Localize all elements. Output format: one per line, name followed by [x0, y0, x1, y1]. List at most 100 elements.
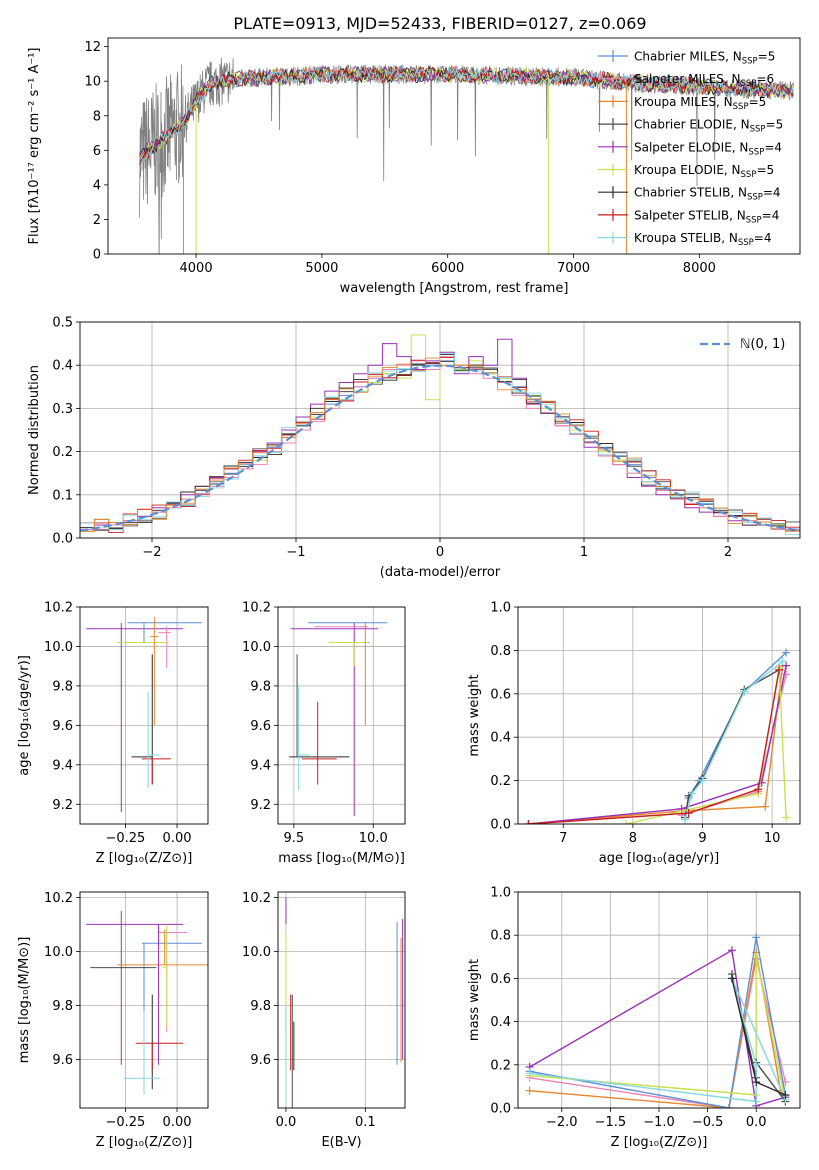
- y-axis-label: mass weight: [467, 959, 482, 1041]
- x-tick-label: 9: [698, 831, 706, 846]
- x-tick-label: 10: [764, 831, 781, 846]
- model-spectrum-6: [139, 66, 794, 157]
- figure-title: PLATE=0913, MJD=52433, FIBERID=0127, z=0…: [233, 14, 646, 33]
- normal-curve: [80, 364, 798, 532]
- y-tick-label: 9.4: [52, 758, 73, 773]
- legend-value: =4: [762, 208, 780, 222]
- x-tick-label: 7000: [557, 261, 590, 276]
- y-tick-label: 10.0: [44, 640, 73, 655]
- y-tick-label: 9.2: [52, 798, 73, 813]
- legend-label: Kroupa ELODIE, NSSP=5: [634, 163, 774, 180]
- x-tick-label: −0.5: [692, 1115, 724, 1130]
- x-tick-label: −1.5: [595, 1115, 627, 1130]
- y-tick-label: 10.0: [242, 945, 271, 960]
- y-tick-label: 0.2: [490, 1058, 511, 1073]
- legend-subscript: SSP: [741, 170, 757, 180]
- legend-subscript: SSP: [733, 102, 749, 112]
- x-tick-label: 0.00: [163, 831, 192, 846]
- axes-frame: [517, 606, 801, 825]
- x-axis-label: (data-model)/error: [380, 565, 501, 580]
- y-tick-label: 9.6: [52, 1053, 73, 1068]
- axes-frame: [79, 606, 209, 825]
- legend-subscript: SSP: [748, 147, 764, 157]
- axes-frame: [79, 321, 801, 539]
- y-tick-label: 0.4: [490, 731, 511, 746]
- legend-subscript: SSP: [738, 238, 754, 248]
- y-axis-label: Normed distribution: [27, 365, 42, 495]
- weight-z-line-3: [529, 936, 787, 1108]
- y-tick-label: 0.1: [52, 488, 73, 503]
- chart-spectrum: 4000 5000 6000 7000 8000 0 2 4 6 8 10 12 wavelength …: [27, 37, 801, 296]
- y-tick-label: 0.6: [490, 687, 511, 702]
- legend-label: Chabrier STELIB, NSSP=4: [634, 186, 781, 203]
- legend-label: Salpeter ELODIE, NSSP=4: [634, 140, 782, 157]
- y-tick-label: 0.0: [490, 818, 511, 833]
- y-axis-label: age [log₁₀(age/yr)]: [17, 655, 32, 776]
- axes-frame: [277, 606, 406, 825]
- legend-subscript: SSP: [747, 193, 763, 203]
- y-tick-label: 10.0: [44, 945, 73, 960]
- y-tick-label: 0.3: [52, 402, 73, 417]
- legend-value: =5: [758, 50, 776, 64]
- chart-mass-vs-Z: −0.25 0.00 9.6 9.8 10.0 10.2 Z [log₁₀(Z/Z⊙)] ma…: [17, 891, 209, 1150]
- plot-area: [86, 910, 208, 1095]
- chart-weight-vs-age: 7 8 9 10 0.0 0.2 0.4 0.6 0.8 1.0 age [log₁₀(age/yr…: [467, 601, 801, 866]
- y-tick-label: 9.2: [250, 798, 271, 813]
- y-tick-label: 0.4: [52, 359, 73, 374]
- axes-frame: [517, 891, 801, 1109]
- legend: Chabrier MILES, NSSP=5 Salpeter MILES, NS…: [598, 50, 783, 248]
- weight-age-line-4: [528, 665, 787, 824]
- x-axis-label: wavelength [Angstrom, rest frame]: [340, 281, 569, 296]
- x-tick-label: −1: [286, 545, 305, 560]
- y-tick-label: 0: [93, 248, 101, 263]
- plot-area: [80, 334, 800, 536]
- legend-label: ℕ(0, 1): [740, 337, 785, 352]
- weight-age-line-6: [684, 660, 784, 820]
- plot-area: [86, 616, 202, 813]
- legend-subscript: SSP: [741, 79, 757, 89]
- legend-label: Salpeter STELIB, NSSP=4: [634, 208, 779, 225]
- x-tick-label: 1: [580, 545, 588, 560]
- legend-value: =4: [763, 186, 781, 200]
- legend-label: Salpeter MILES, NSSP=6: [634, 72, 774, 89]
- x-tick-label: 2: [724, 545, 732, 560]
- chart-residuals: −2 −1 0 1 2 0.0 0.1 0.2 0.3 0.4 0.5 (data-model)/er…: [27, 316, 801, 580]
- chart-age-vs-mass: 9.5 10.0 9.2 9.4 9.6 9.8 10.0 10.2 mass [log₁₀(M…: [242, 601, 406, 866]
- x-axis-label: age [log₁₀(age/yr)]: [599, 851, 720, 866]
- y-tick-label: 8: [93, 109, 101, 124]
- y-tick-label: 0.8: [490, 644, 511, 659]
- y-tick-label: 0.4: [490, 1015, 511, 1030]
- plot-area: [139, 57, 794, 254]
- x-axis-label: Z [log₁₀(Z/Z⊙)]: [611, 1135, 708, 1150]
- y-tick-label: 0.5: [52, 316, 73, 331]
- y-tick-label: 0.2: [52, 445, 73, 460]
- x-tick-label: −1.0: [643, 1115, 675, 1130]
- x-tick-label: 0.00: [163, 1115, 192, 1130]
- x-tick-label: −0.25: [105, 831, 145, 846]
- x-tick-label: 0.1: [355, 1115, 376, 1130]
- legend-label: Chabrier ELODIE, NSSP=5: [634, 118, 783, 135]
- x-axis-label: mass [log₁₀(M/M⊙)]: [278, 851, 405, 866]
- y-tick-label: 9.6: [250, 1053, 271, 1068]
- y-tick-label: 10.2: [44, 891, 73, 906]
- legend-value: =4: [764, 140, 782, 154]
- weight-z-line-4: [529, 956, 787, 1102]
- legend-subscript: SSP: [742, 57, 758, 67]
- axes-frame: [107, 37, 801, 255]
- x-tick-label: 10.0: [359, 831, 388, 846]
- y-tick-label: 0.2: [490, 774, 511, 789]
- chart-age-vs-Z: −0.25 0.00 9.2 9.4 9.6 9.8 10.0 10.2 Z [log₁₀(Z/…: [17, 601, 209, 866]
- legend-value: =5: [756, 163, 774, 177]
- x-tick-label: 5000: [305, 261, 338, 276]
- model-spectrum-8: [139, 66, 794, 161]
- x-tick-label: 8: [629, 831, 637, 846]
- x-axis-label: Z [log₁₀(Z/Z⊙)]: [96, 1135, 193, 1150]
- legend-value: =4: [754, 231, 772, 245]
- histogram-extra: [80, 357, 800, 532]
- plot-area: [289, 622, 388, 817]
- y-tick-label: 1.0: [490, 601, 511, 616]
- x-tick-label: −0.25: [105, 1115, 145, 1130]
- y-tick-label: 10.2: [44, 601, 73, 616]
- y-tick-label: 9.8: [250, 679, 271, 694]
- legend-subscript: SSP: [746, 215, 762, 225]
